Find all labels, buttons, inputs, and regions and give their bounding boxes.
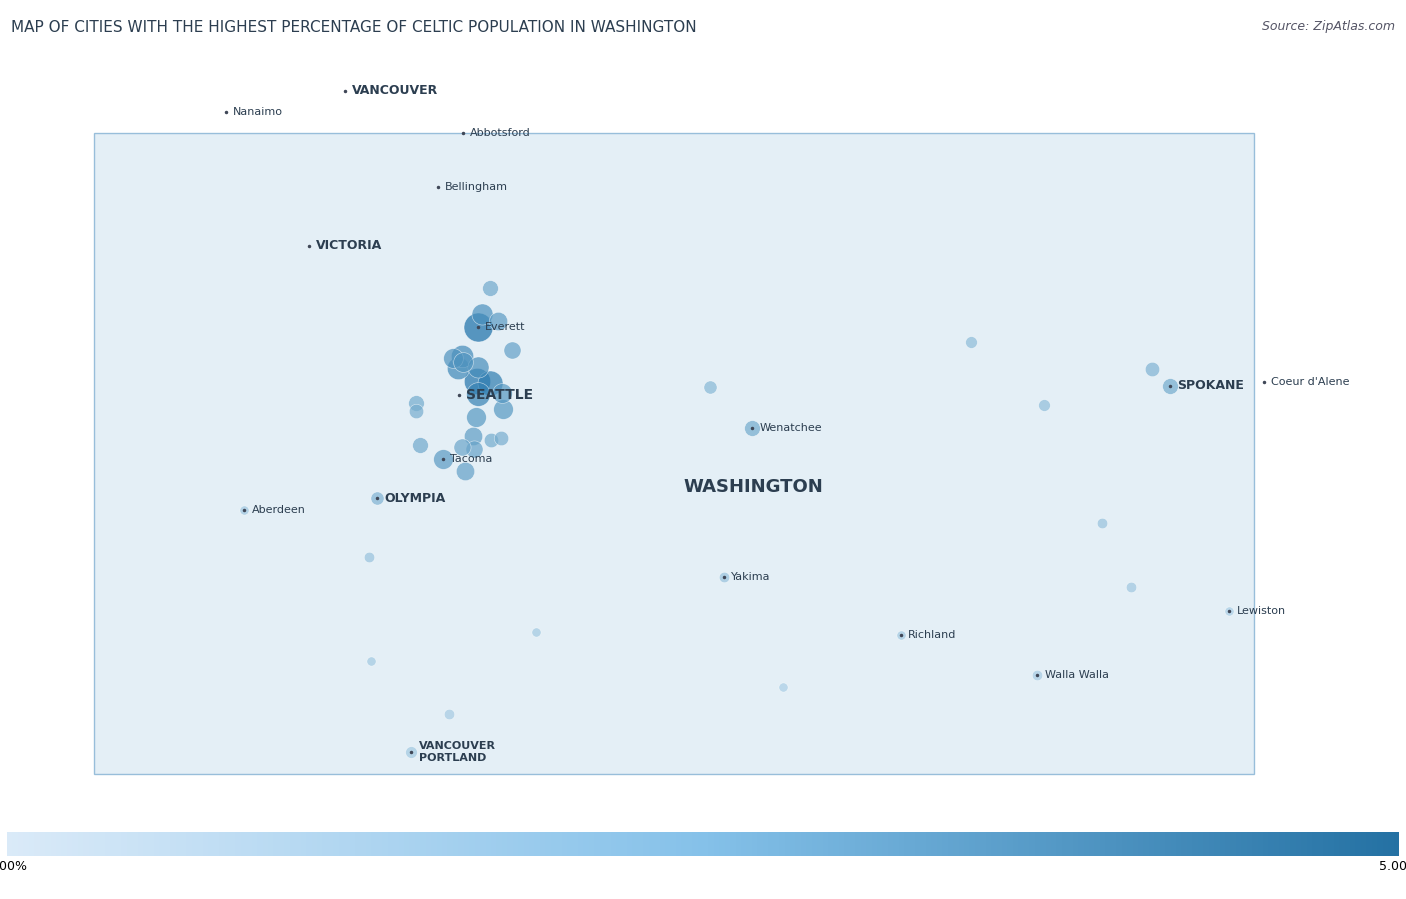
Point <box>479 433 502 448</box>
Point <box>1142 361 1164 376</box>
Point <box>1032 398 1054 413</box>
Point <box>463 429 485 443</box>
Point <box>491 386 513 400</box>
Point <box>441 351 464 365</box>
Point <box>1091 516 1114 530</box>
Point <box>960 334 983 349</box>
Text: Coeur d'Alene: Coeur d'Alene <box>1271 377 1350 387</box>
Point <box>491 402 513 416</box>
Point <box>467 360 489 374</box>
Text: Bellingham: Bellingham <box>446 182 508 192</box>
Point <box>366 491 388 505</box>
Point <box>401 745 423 760</box>
Point <box>465 374 488 388</box>
Point <box>713 570 735 584</box>
Point <box>447 360 470 375</box>
Point <box>454 464 477 478</box>
Text: Abbotsford: Abbotsford <box>470 128 531 138</box>
Point <box>405 404 427 418</box>
Point <box>405 396 427 410</box>
Point <box>409 438 432 452</box>
Text: VANCOUVER
PORTLAND: VANCOUVER PORTLAND <box>419 742 496 763</box>
Point <box>471 307 494 322</box>
Point <box>1026 668 1049 682</box>
Text: Everett: Everett <box>485 323 526 333</box>
Text: MAP OF CITIES WITH THE HIGHEST PERCENTAGE OF CELTIC POPULATION IN WASHINGTON: MAP OF CITIES WITH THE HIGHEST PERCENTAG… <box>11 20 697 35</box>
Point <box>233 503 256 517</box>
Point <box>489 431 512 445</box>
Text: Richland: Richland <box>908 629 956 640</box>
Bar <box>94 133 1254 774</box>
Point <box>439 707 461 721</box>
Point <box>1218 604 1240 619</box>
Text: Wenatchee: Wenatchee <box>759 423 823 433</box>
Text: Source: ZipAtlas.com: Source: ZipAtlas.com <box>1261 20 1395 32</box>
Text: VANCOUVER: VANCOUVER <box>352 85 439 97</box>
Point <box>360 654 382 669</box>
Point <box>741 421 763 435</box>
Point <box>467 387 489 402</box>
Point <box>1159 378 1181 393</box>
Point <box>699 380 721 395</box>
Text: SEATTLE: SEATTLE <box>467 388 533 402</box>
Point <box>1119 580 1142 594</box>
Point <box>463 442 485 457</box>
Text: Walla Walla: Walla Walla <box>1045 670 1109 680</box>
Point <box>450 349 472 363</box>
Point <box>772 680 794 694</box>
Point <box>501 343 523 357</box>
Point <box>451 440 474 454</box>
Text: WASHINGTON: WASHINGTON <box>683 478 824 496</box>
Point <box>890 628 912 642</box>
Point <box>486 314 509 328</box>
Point <box>467 320 489 334</box>
Point <box>451 355 474 369</box>
Text: SPOKANE: SPOKANE <box>1178 379 1244 392</box>
Point <box>464 410 486 424</box>
Point <box>524 625 547 639</box>
Point <box>357 549 380 564</box>
Text: Yakima: Yakima <box>731 573 770 583</box>
Point <box>478 376 501 390</box>
Point <box>432 452 454 467</box>
Text: Nanaimo: Nanaimo <box>233 107 284 117</box>
Text: Tacoma: Tacoma <box>450 454 492 464</box>
Text: VICTORIA: VICTORIA <box>316 239 382 253</box>
Text: Aberdeen: Aberdeen <box>252 504 305 514</box>
Point <box>478 280 501 295</box>
Text: Lewiston: Lewiston <box>1237 606 1286 616</box>
Text: OLYMPIA: OLYMPIA <box>384 492 446 504</box>
